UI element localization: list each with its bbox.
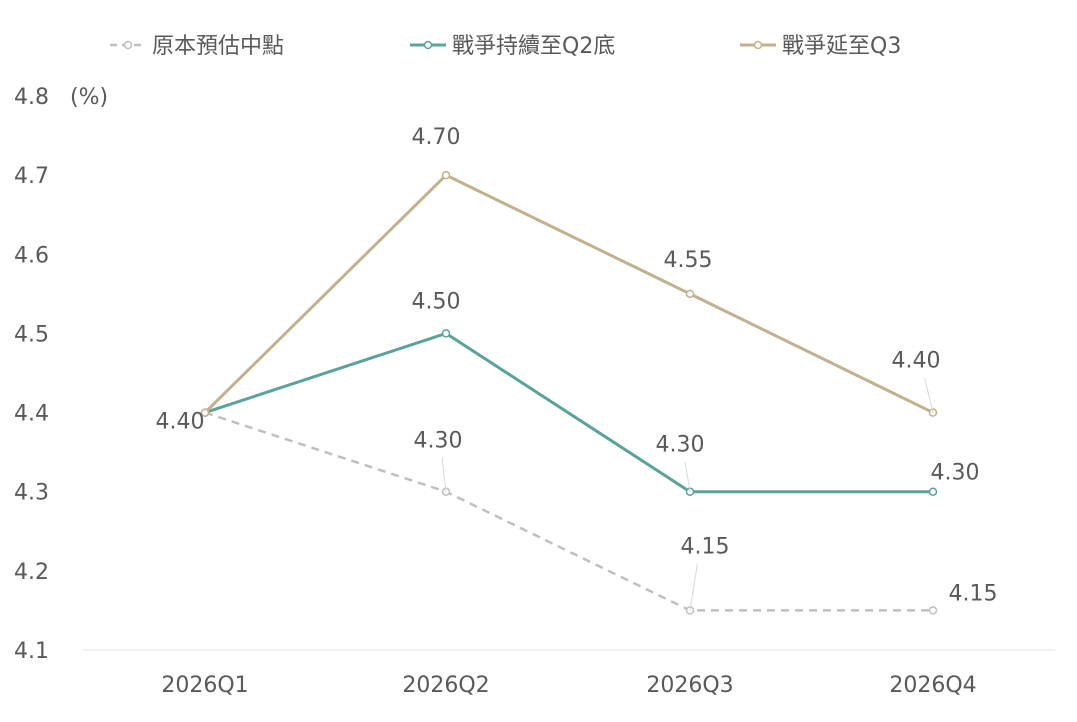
y-tick-label: 4.4 [14,402,49,427]
legend-label: 原本預估中點 [152,34,284,59]
y-tick-label: 4.5 [14,322,49,347]
legend-item: 戰爭持續至Q2底 [410,34,615,59]
y-tick-label: 4.1 [14,639,49,664]
axes: (%) 4.8 4.7 4.6 4.5 4.4 4.3 4.2 4.1 2026Q1 2026Q2… [14,85,1055,698]
label-leader-line [689,563,698,611]
x-tick-label: 2026Q4 [889,673,976,698]
series-point [200,408,210,417]
x-tick-label: 2026Q3 [646,673,733,698]
data-label: 4.50 [412,289,461,314]
x-tick-label: 2026Q1 [161,673,248,698]
data-label: 4.40 [892,349,941,374]
series-point [928,606,938,615]
legend-label: 戰爭延至Q3 [782,34,901,59]
data-label: 4.55 [664,248,713,273]
data-label: 4.30 [414,429,463,454]
data-label: 4.15 [681,534,730,559]
data-label: 4.15 [949,581,998,606]
legend-item: 戰爭延至Q3 [740,34,901,59]
series-point [441,329,451,338]
legend-label: 戰爭持續至Q2底 [452,34,615,59]
data-label: 4.70 [412,125,461,150]
y-axis-unit-label: (%) [70,85,108,110]
label-leader-line [924,377,934,413]
y-tick-label: 4.8 [14,85,49,110]
legend-marker [753,40,763,50]
data-label: 4.30 [931,461,980,486]
data-labels: 4.30 4.15 4.15 4.50 4.30 4.30 4.40 4.70 4.55 4.40 [156,125,998,611]
legend: 原本預估中點 戰爭持續至Q2底 戰爭延至Q3 [110,34,901,59]
y-tick-label: 4.3 [14,481,49,506]
series-point [928,487,938,496]
series-line [203,173,934,414]
label-leader-line [441,457,447,492]
label-leader-line [684,461,691,492]
y-tick-label: 4.7 [14,164,49,189]
series-point [685,289,695,299]
series-line [204,411,933,612]
series-point [441,170,451,180]
legend-marker [123,40,133,50]
data-label: 4.40 [156,410,205,435]
legend-marker [423,40,433,50]
series-layer [200,170,938,615]
y-tick-label: 4.2 [14,560,49,585]
legend-item: 原本預估中點 [110,34,284,59]
y-tick-label: 4.6 [14,243,49,268]
data-label: 4.30 [656,433,705,458]
series-line [204,331,933,494]
x-tick-label: 2026Q2 [402,673,489,698]
